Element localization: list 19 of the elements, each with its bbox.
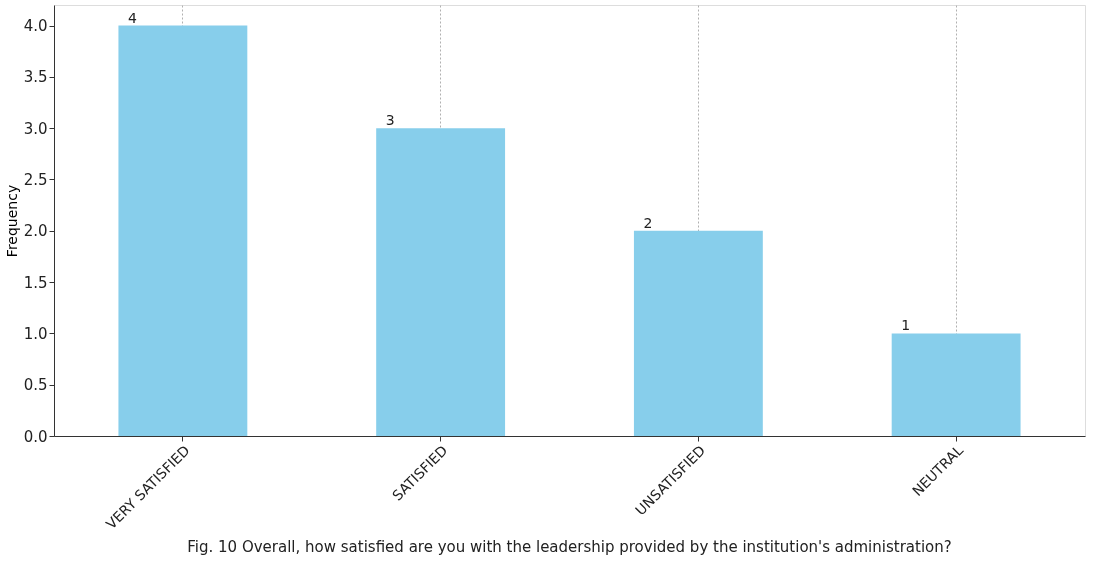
bar xyxy=(891,333,1021,436)
bar xyxy=(118,25,248,436)
y-tick-label: 1.0 xyxy=(23,324,48,343)
y-axis-title: Frequency xyxy=(3,184,20,258)
bar xyxy=(376,128,506,436)
y-tick-label: 2.0 xyxy=(23,222,48,241)
data-label: 4 xyxy=(127,9,137,26)
y-tick-label: 3.0 xyxy=(23,119,48,138)
y-tick-label: 0.0 xyxy=(23,427,48,446)
data-label: 3 xyxy=(385,112,395,129)
data-label: 2 xyxy=(643,214,653,231)
y-tick-label: 1.5 xyxy=(23,273,48,292)
caption: Fig. 10 Overall, how satisfied are you with the leadership provided by the institution's administration? xyxy=(187,537,952,556)
y-tick-label: 0.5 xyxy=(23,376,48,395)
y-tick-label: 3.5 xyxy=(23,68,48,87)
y-tick-label: 2.5 xyxy=(23,170,48,189)
data-label: 1 xyxy=(901,317,911,334)
bar xyxy=(633,230,763,436)
y-tick-label: 4.0 xyxy=(23,17,48,36)
